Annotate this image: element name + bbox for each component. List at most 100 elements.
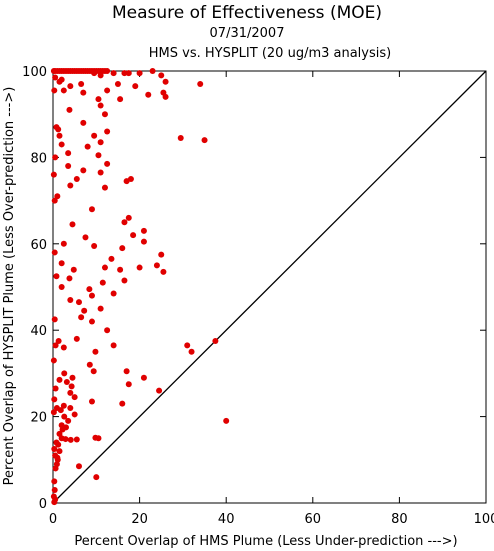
data-point — [50, 357, 57, 364]
x-tick-label: 100 — [474, 512, 494, 527]
data-point — [53, 439, 60, 446]
y-tick-label: 60 — [30, 238, 47, 253]
x-tick-label: 80 — [391, 512, 408, 527]
data-point — [78, 314, 85, 321]
data-point — [108, 255, 115, 262]
data-point — [58, 141, 65, 148]
data-point — [110, 290, 117, 297]
x-tick-label: 20 — [131, 512, 148, 527]
data-point — [97, 305, 104, 312]
data-point — [97, 169, 104, 176]
data-point — [132, 83, 139, 90]
data-point — [110, 70, 117, 77]
data-point — [197, 80, 204, 87]
chart-subtitle-analysis: HMS vs. HYSPLIT (20 ug/m3 analysis) — [149, 46, 391, 61]
data-point — [95, 96, 102, 103]
data-point — [51, 478, 58, 485]
data-point — [223, 417, 230, 424]
data-point — [101, 184, 108, 191]
data-point — [127, 176, 134, 182]
one-to-one-line — [52, 70, 487, 504]
data-point — [177, 134, 184, 141]
data-point — [60, 87, 67, 94]
data-point — [52, 154, 59, 161]
data-point — [67, 404, 74, 411]
data-point — [67, 83, 74, 90]
data-point — [104, 160, 111, 167]
data-point — [117, 266, 124, 273]
data-point — [73, 436, 80, 443]
data-point — [75, 463, 82, 470]
data-point — [88, 206, 95, 213]
data-point — [71, 394, 78, 401]
data-point — [70, 266, 77, 273]
data-point — [90, 368, 97, 375]
data-point — [97, 102, 104, 109]
data-point — [119, 400, 126, 407]
data-point — [71, 411, 78, 418]
data-point — [114, 80, 121, 87]
data-point — [51, 316, 58, 323]
data-point — [86, 286, 93, 293]
data-point — [80, 119, 87, 126]
data-point — [53, 273, 60, 280]
data-point — [88, 398, 95, 405]
data-point — [97, 139, 104, 146]
data-point — [140, 227, 147, 234]
data-point — [67, 389, 74, 396]
data-point — [63, 379, 70, 386]
data-point — [121, 70, 128, 77]
data-point — [58, 260, 65, 267]
data-point — [136, 264, 143, 271]
x-axis-label: Percent Overlap of HMS Plume (Less Under… — [74, 534, 457, 549]
data-point — [104, 87, 111, 94]
data-point — [156, 387, 163, 394]
data-point — [66, 275, 73, 282]
data-point — [88, 292, 95, 299]
data-point — [78, 80, 85, 87]
data-point — [140, 374, 147, 381]
data-point — [84, 143, 91, 150]
data-point — [201, 137, 208, 144]
data-point — [69, 221, 76, 228]
data-point — [88, 318, 95, 325]
data-point — [51, 197, 58, 204]
data-point — [60, 402, 67, 409]
data-point — [91, 242, 98, 249]
data-point — [140, 238, 147, 245]
data-point — [67, 182, 74, 189]
data-point — [162, 78, 169, 85]
data-point — [110, 342, 117, 349]
data-point — [125, 214, 132, 221]
data-point — [212, 338, 219, 344]
y-tick-label: 40 — [30, 324, 47, 339]
data-point — [61, 370, 68, 377]
data-point — [101, 264, 108, 271]
y-axis-label: Percent Overlap of HYSPLIT Plume (Less O… — [2, 87, 17, 486]
y-tick-label: 80 — [30, 151, 47, 166]
data-point — [51, 487, 58, 494]
data-point — [95, 435, 102, 442]
data-point — [145, 91, 152, 98]
data-point — [73, 335, 80, 342]
data-point — [153, 262, 160, 269]
data-point — [86, 361, 93, 368]
data-point — [160, 268, 167, 275]
plot-area: 00 20 20 40 40 60 60 80 80 100 100 — [22, 65, 494, 527]
x-tick-label: 40 — [218, 512, 235, 527]
data-point — [117, 96, 124, 103]
data-point — [67, 296, 74, 303]
data-point — [51, 249, 58, 256]
data-point — [104, 327, 111, 334]
data-point — [60, 240, 67, 247]
data-point — [51, 446, 58, 452]
data-point — [158, 72, 165, 79]
data-point — [119, 245, 126, 252]
x-tick-label: 0 — [49, 512, 57, 527]
data-point — [93, 474, 100, 481]
data-point — [104, 68, 111, 74]
y-tick-label: 0 — [39, 497, 47, 512]
data-point — [54, 193, 61, 200]
data-point — [52, 74, 59, 81]
data-point — [125, 70, 132, 77]
